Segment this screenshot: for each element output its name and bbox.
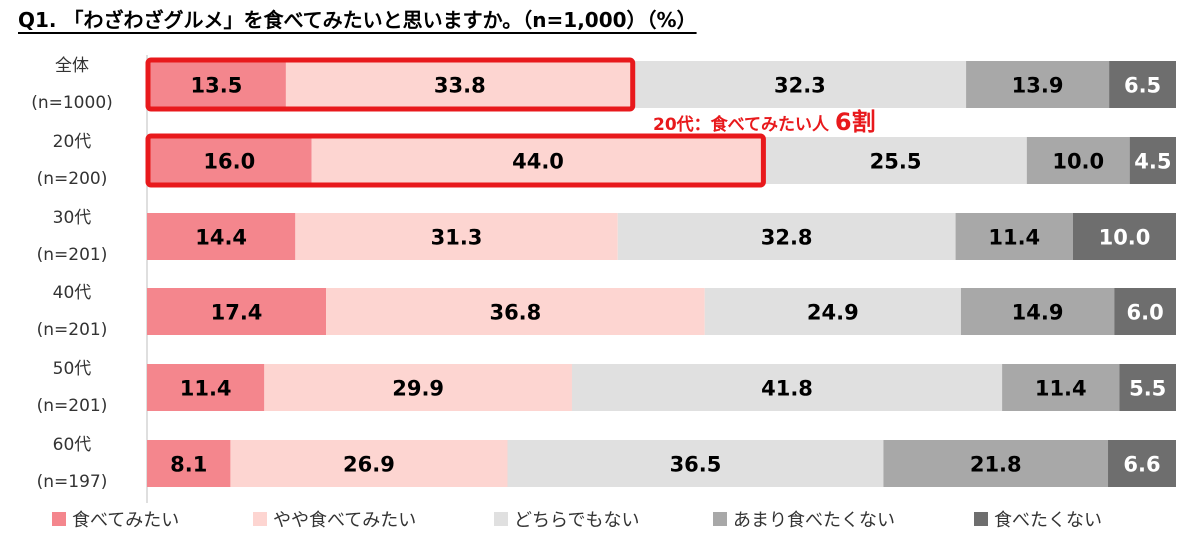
data-label: 25.5 <box>870 150 922 174</box>
bar-segment <box>295 213 618 260</box>
bar-segment <box>1072 213 1176 260</box>
category-n-label: (n=197) <box>37 472 108 492</box>
bar-segment <box>1108 440 1176 487</box>
legend-swatch <box>52 512 66 526</box>
data-label: 14.9 <box>1012 301 1064 325</box>
bar-segment <box>1026 137 1130 184</box>
bar-segment <box>230 440 508 487</box>
data-label: 16.0 <box>203 150 255 174</box>
bar-segment <box>147 137 312 184</box>
bar-segment <box>507 440 884 487</box>
data-label: 11.4 <box>180 377 232 401</box>
data-label: 6.5 <box>1124 74 1161 98</box>
data-label: 11.4 <box>1035 377 1087 401</box>
bar-segment <box>633 61 967 108</box>
legend-label: やや食べてみたい <box>273 510 416 531</box>
data-label: 26.9 <box>343 453 395 477</box>
bar-segment <box>966 61 1110 108</box>
legend-label: あまり食べたくない <box>733 510 895 531</box>
data-label: 41.8 <box>761 377 813 401</box>
highlight-frame <box>145 133 766 188</box>
data-label: 21.8 <box>970 453 1022 477</box>
category-label: 20代 <box>53 132 92 152</box>
legend-swatch <box>253 512 267 526</box>
legend-label: 食べてみたい <box>72 510 179 531</box>
category-n-label: (n=200) <box>37 169 108 189</box>
bar-segment <box>285 61 634 108</box>
data-label: 4.5 <box>1134 150 1171 174</box>
legend-label: 食べたくない <box>994 510 1102 531</box>
bar-segment <box>311 137 765 184</box>
data-label: 31.3 <box>431 226 483 250</box>
data-label: 32.8 <box>761 226 813 250</box>
bar-segment <box>617 213 956 260</box>
category-label: 40代 <box>53 283 92 303</box>
bar-segment <box>1002 364 1120 411</box>
category-n-label: (n=1000) <box>31 93 113 113</box>
chart-title: Q1. 「わざわざグルメ」を食べてみたいと思いますか。（n=1,000）（%） <box>18 8 697 32</box>
bar-segment <box>571 364 1003 411</box>
bar-segment <box>960 288 1115 335</box>
bar-segment <box>1119 364 1176 411</box>
bar-segment <box>326 288 705 335</box>
category-label: 30代 <box>53 208 92 228</box>
data-label: 6.6 <box>1123 453 1160 477</box>
data-label: 33.8 <box>434 74 486 98</box>
bar-segment <box>1129 137 1176 184</box>
data-label: 13.9 <box>1012 74 1064 98</box>
category-label: 50代 <box>53 359 92 379</box>
category-label: 全体 <box>55 56 89 76</box>
data-label: 11.4 <box>988 226 1040 250</box>
category-n-label: (n=201) <box>37 320 108 340</box>
data-label: 10.0 <box>1099 226 1151 250</box>
bar-segment <box>147 213 296 260</box>
category-n-label: (n=201) <box>37 245 108 265</box>
legend-swatch <box>494 512 508 526</box>
bar-segment <box>147 440 231 487</box>
bar-segment <box>147 288 327 335</box>
bar-segment <box>147 364 265 411</box>
bar-segment <box>955 213 1073 260</box>
data-label: 36.8 <box>489 301 541 325</box>
data-label: 10.0 <box>1052 150 1104 174</box>
bar-segment <box>264 364 572 411</box>
data-label: 14.4 <box>195 226 247 250</box>
data-label: 36.5 <box>670 453 722 477</box>
data-label: 29.9 <box>392 377 444 401</box>
category-n-label: (n=201) <box>37 396 108 416</box>
data-label: 32.3 <box>774 74 826 98</box>
category-label: 60代 <box>53 435 92 455</box>
annotation-text: 20代：食べてみたい人 6割 <box>653 108 876 136</box>
legend-swatch <box>974 512 988 526</box>
data-label: 8.1 <box>170 453 207 477</box>
data-label: 6.0 <box>1127 301 1164 325</box>
legend-swatch <box>713 512 727 526</box>
bar-segment <box>704 288 961 335</box>
bar-segment <box>1109 61 1176 108</box>
data-label: 13.5 <box>191 74 243 98</box>
highlight-frame <box>145 57 636 112</box>
bar-segment <box>147 61 286 108</box>
bar-segment <box>1114 288 1176 335</box>
annotation-emphasis: 6割 <box>835 108 876 136</box>
bar-segment <box>764 137 1027 184</box>
data-label: 44.0 <box>512 150 564 174</box>
data-label: 17.4 <box>211 301 263 325</box>
legend-label: どちらでもない <box>514 510 639 531</box>
data-label: 24.9 <box>807 301 859 325</box>
data-label: 5.5 <box>1129 377 1166 401</box>
bar-segment <box>883 440 1109 487</box>
